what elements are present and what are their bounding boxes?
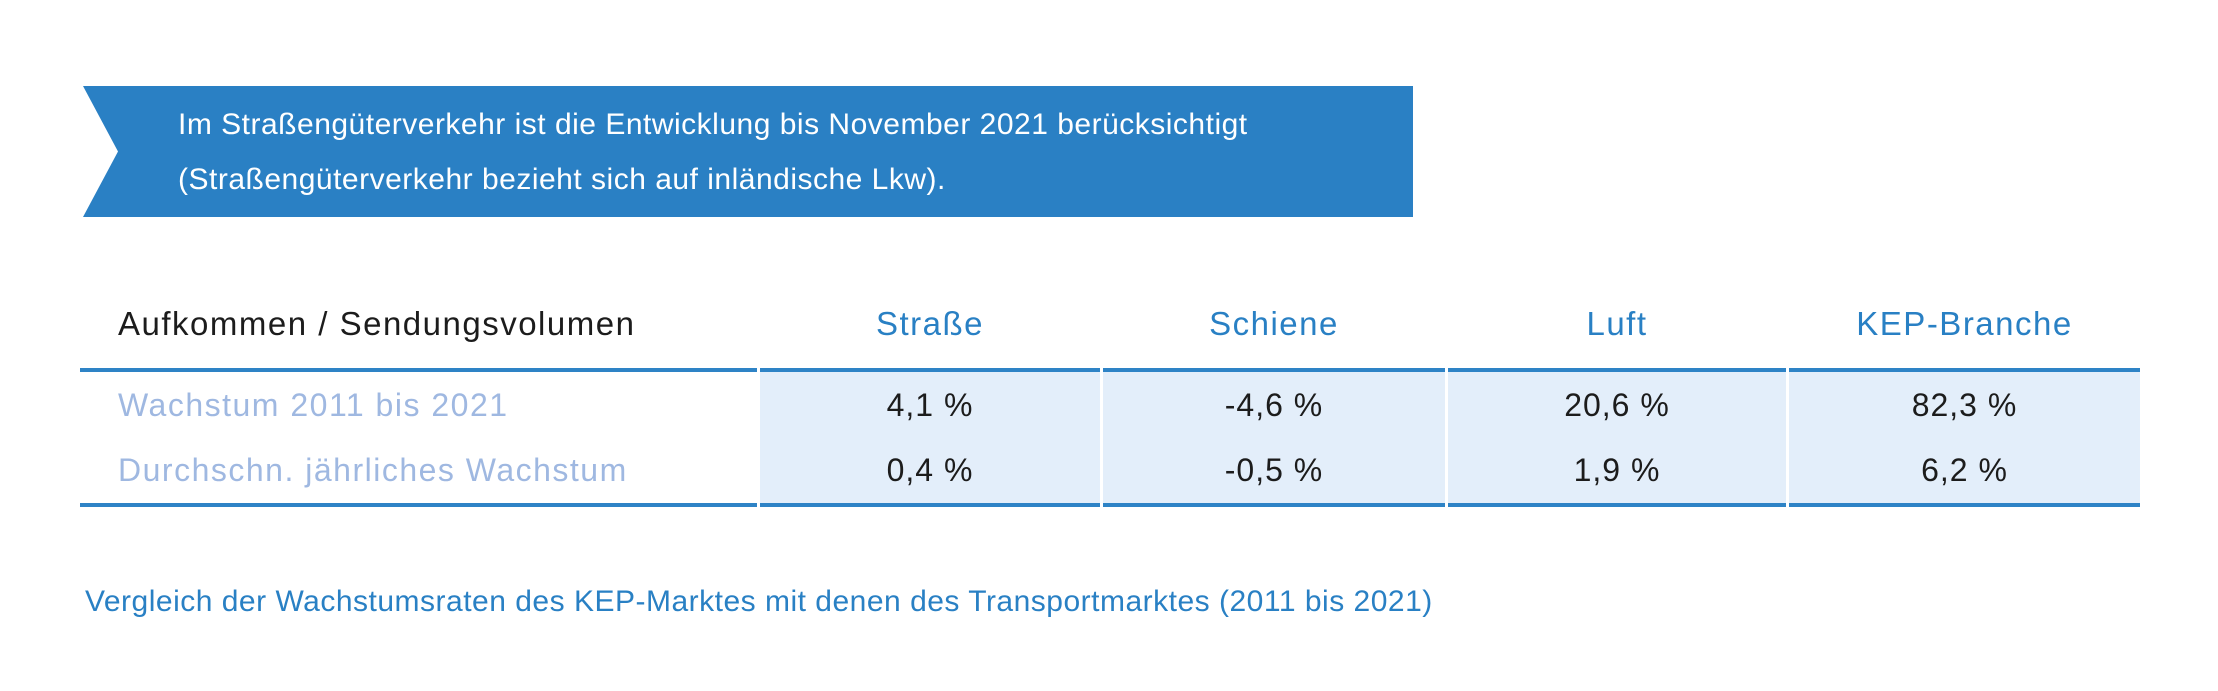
note-ribbon-line2: (Straßengüterverkehr bezieht sich auf in… [178,162,946,196]
value-wachstum-strasse: 4,1 % [760,368,1100,438]
row-label-jaehrliches-wachstum: Durchschn. jährliches Wachstum [80,438,757,507]
growth-rates-table: Aufkommen / Sendungsvolumen Straße Schie… [80,280,2140,507]
value-jaehrlich-luft: 1,9 % [1448,438,1786,507]
value-jaehrlich-strasse: 0,4 % [760,438,1100,507]
figure-caption: Vergleich der Wachstumsraten des KEP-Mar… [85,585,1433,618]
note-ribbon-line1: Im Straßengüterverkehr ist die Entwicklu… [178,107,1248,141]
table-header-schiene: Schiene [1209,305,1339,342]
value-wachstum-kep: 82,3 % [1789,368,2140,438]
note-ribbon: Im Straßengüterverkehr ist die Entwicklu… [83,86,1413,217]
value-wachstum-luft: 20,6 % [1448,368,1786,438]
value-wachstum-schiene: -4,6 % [1103,368,1445,438]
table-header-strasse: Straße [875,305,985,342]
row-label-wachstum-2011-2021: Wachstum 2011 bis 2021 [80,368,757,438]
table-header-kep-branche: KEP-Branche [1856,305,2073,342]
table-header-luft: Luft [1586,305,1648,342]
value-jaehrlich-kep: 6,2 % [1789,438,2140,507]
value-jaehrlich-schiene: -0,5 % [1103,438,1445,507]
table-header-row-label: Aufkommen / Sendungsvolumen [118,305,636,342]
